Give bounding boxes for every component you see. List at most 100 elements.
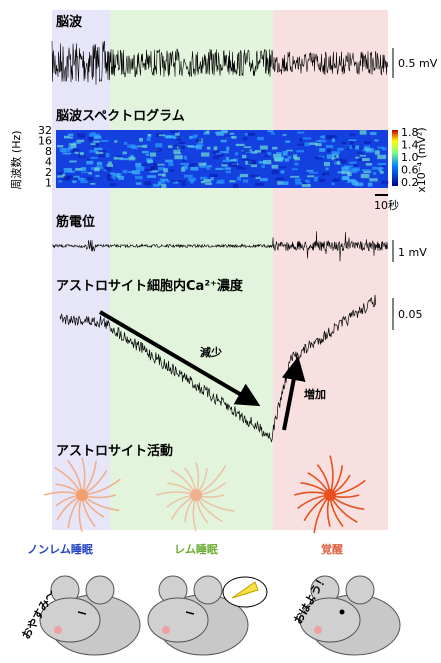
spec-cell — [199, 176, 208, 180]
spec-cell — [141, 150, 149, 154]
spec-cell — [222, 159, 231, 163]
spec-cell — [187, 177, 197, 181]
spec-cell — [98, 150, 107, 153]
mouse-head — [147, 597, 209, 643]
spec-cell — [329, 135, 337, 139]
spec-cell — [84, 177, 93, 181]
spec-cell — [363, 170, 372, 174]
spec-cell — [217, 179, 225, 184]
spec-cell — [81, 171, 89, 174]
spec-cell — [341, 170, 350, 175]
spec-cell — [302, 137, 312, 140]
spec-cell — [144, 181, 152, 186]
spec-cell — [229, 132, 235, 135]
spec-cell — [258, 160, 268, 164]
spec-cell — [111, 174, 116, 180]
spec-cell — [381, 147, 387, 151]
spec-cell — [341, 166, 349, 171]
spec-cell — [244, 132, 248, 136]
spec-cell — [195, 145, 202, 150]
spec-cell — [280, 170, 285, 174]
spec-cell — [68, 133, 74, 137]
spec-cell — [176, 135, 183, 141]
spec-cell — [346, 181, 355, 184]
spec-cell — [61, 148, 71, 152]
nrem-band — [52, 10, 110, 530]
spec-cell — [147, 175, 156, 178]
spec-cell — [267, 152, 272, 156]
spec-cell — [243, 146, 252, 149]
spec-cell — [158, 167, 165, 171]
spec-cell — [174, 155, 183, 160]
spec-cell — [63, 168, 73, 173]
spec-cell — [178, 144, 186, 149]
eeg-trace — [51, 40, 389, 85]
spec-cell — [242, 167, 247, 170]
astro-soma — [190, 489, 202, 501]
spec-cell — [229, 162, 238, 167]
spec-cell — [309, 142, 318, 145]
spec-cell — [141, 163, 150, 166]
spec-cell — [359, 145, 364, 150]
spec-cell — [308, 171, 318, 174]
spec-cell — [271, 169, 280, 175]
spec-cell — [282, 151, 288, 156]
increase-arrow — [281, 356, 306, 431]
spec-cell — [337, 171, 345, 174]
spec-cell — [128, 156, 136, 161]
mouse-eye — [77, 611, 87, 615]
spec-cell — [207, 146, 211, 150]
spec-cell — [364, 141, 372, 144]
spec-cell — [150, 166, 158, 171]
spec-cell — [187, 145, 194, 148]
spec-cell — [374, 150, 380, 155]
spec-cell — [80, 180, 88, 184]
spec-cell — [191, 145, 198, 148]
mouse-ear — [345, 575, 375, 605]
spec-cell — [206, 130, 210, 134]
spec-cell — [74, 150, 79, 154]
spec-cell — [294, 162, 299, 166]
emg-trace — [51, 231, 389, 262]
calcium-trace — [59, 294, 377, 443]
spec-cell — [225, 170, 232, 174]
spec-cell — [334, 161, 339, 165]
spec-cell — [98, 152, 105, 158]
spec-cell — [234, 152, 239, 156]
spec-cell — [355, 156, 360, 159]
spec-cell — [173, 149, 181, 153]
spec-cell — [72, 148, 79, 153]
spec-cell — [106, 174, 111, 179]
spec-cell — [259, 178, 268, 182]
spec-cell — [354, 182, 364, 187]
freq-tick: 32 — [38, 124, 52, 137]
spec-cell — [183, 165, 189, 170]
spec-cell — [181, 167, 186, 172]
spec-cell — [242, 148, 250, 153]
spec-cell — [135, 166, 145, 171]
colorbar-tick: 1.4 — [401, 139, 419, 152]
mouse-ear — [193, 575, 223, 605]
spec-cell — [355, 145, 361, 150]
spec-cell — [75, 168, 83, 171]
spec-cell — [369, 178, 378, 182]
spec-cell — [189, 165, 195, 167]
spec-cell — [293, 154, 298, 159]
spec-cell — [213, 155, 219, 160]
spec-cell — [77, 177, 87, 180]
spec-cell — [241, 158, 250, 161]
mouse-cheek — [54, 626, 62, 634]
spec-cell — [149, 170, 158, 173]
spec-cell — [160, 178, 169, 181]
spec-cell — [162, 173, 166, 177]
spec-cell — [93, 140, 100, 143]
colorbar-tick: 0.2 — [401, 176, 419, 189]
spec-title: 脳波スペクトログラム — [56, 108, 185, 124]
spec-cell — [183, 155, 188, 160]
colorbar-tick: 1.8 — [401, 126, 419, 139]
spec-cell — [147, 134, 152, 138]
spec-cell — [371, 166, 381, 170]
mouse-cheek — [314, 626, 322, 634]
spec-cell — [135, 182, 142, 185]
spec-cell — [149, 152, 156, 157]
